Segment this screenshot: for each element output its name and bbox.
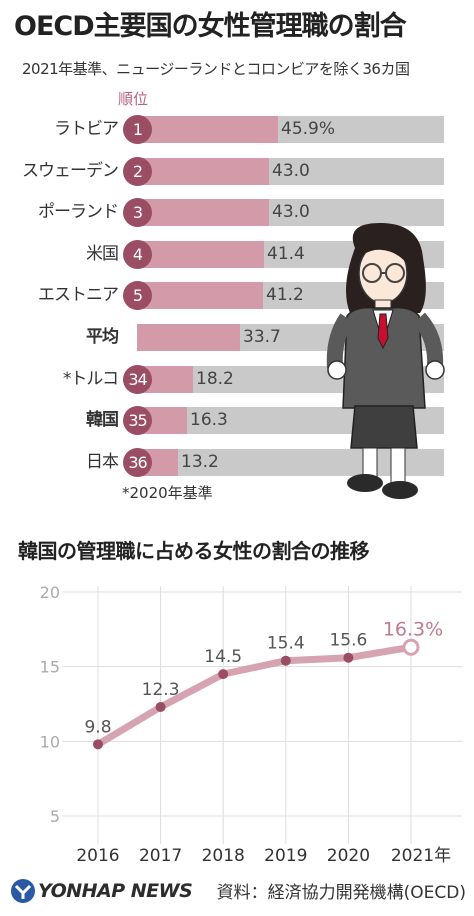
- y-tick-label: 20: [40, 583, 60, 602]
- bar-category-label: ポーランド: [38, 202, 119, 222]
- bar-value-label: 33.7: [243, 327, 281, 347]
- x-tick-label: 2018: [202, 846, 245, 866]
- rank-badge: 35: [123, 406, 152, 435]
- bar-category-label: スウェーデン: [22, 161, 119, 181]
- y-tick-label: 5: [50, 807, 60, 826]
- data-point: [280, 655, 291, 666]
- footnote: *2020年基準: [122, 484, 213, 502]
- bar-value-label: 13.2: [181, 452, 219, 472]
- bar-value-label: 45.9%: [281, 119, 336, 139]
- bar-value-label: 43.0: [272, 202, 310, 222]
- series-line: [94, 643, 415, 748]
- data-point: [218, 669, 229, 680]
- logo-text: YONHAP NEWS: [38, 880, 193, 902]
- line-chart-title: 韓国の管理職に占める女性の割合の推移: [18, 539, 370, 563]
- businesswoman-illustration: [326, 223, 445, 499]
- bar-value-label: 18.2: [196, 369, 234, 389]
- data-point: [93, 739, 103, 750]
- rank-badge: 36: [123, 448, 152, 477]
- rank-badge: 3: [123, 198, 152, 227]
- y-tick-label: 10: [40, 732, 60, 751]
- x-tick-label: 2019: [264, 846, 307, 866]
- line-chart: 5 10 15 20 2016 2017 2018 2019 2020 2021年 9.8 12.3 1…: [40, 583, 462, 866]
- bar-category-label: エストニア: [38, 285, 119, 305]
- bar-row: ポーランド 3 43.0: [0, 197, 474, 227]
- bar: [137, 282, 263, 309]
- source-text: 資料：経済協力開発機構(OECD): [216, 883, 466, 903]
- bar-value-label: 41.4: [267, 244, 305, 264]
- bar-category-label: 日本: [86, 452, 119, 472]
- subtitle: 2021年基準、ニュージーランドとコロンビアを除く36カ国: [22, 60, 410, 78]
- rank-badge: 2: [123, 157, 152, 186]
- rank-badge: 5: [123, 281, 152, 310]
- bar-row: 平均 33.7: [0, 322, 474, 352]
- bar: [137, 241, 264, 268]
- bar-row: ラトビア 1 45.9%: [0, 114, 474, 144]
- bar-value-label: 43.0: [272, 161, 310, 181]
- data-label: 14.5: [204, 647, 242, 667]
- page-title: OECD主要国の女性管理職の割合: [14, 11, 407, 42]
- bar-value-label: 16.3: [190, 410, 228, 430]
- bar-row: スウェーデン 2 43.0: [0, 156, 474, 186]
- data-point: [155, 701, 166, 712]
- bar-category-label: 韓国: [86, 410, 119, 430]
- yonhap-logo-icon: [11, 879, 35, 903]
- bar: [137, 199, 269, 226]
- x-tick-label: 2016: [76, 846, 119, 866]
- data-label: 16.3%: [383, 618, 443, 640]
- rank-badge: 34: [123, 365, 152, 394]
- data-label: 15.4: [267, 634, 305, 654]
- x-tick-label: 2021年: [391, 846, 451, 866]
- bar-category-label: ラトビア: [54, 119, 119, 139]
- bar: [137, 324, 240, 351]
- data-point: [402, 638, 420, 656]
- bar-value-label: 41.2: [266, 285, 304, 305]
- rank-badge: 1: [123, 115, 152, 144]
- bar-category-label: *トルコ: [62, 369, 119, 389]
- data-label: 15.6: [329, 631, 367, 651]
- y-tick-label: 15: [40, 658, 60, 677]
- bar: [137, 116, 278, 143]
- rank-header: 順位: [118, 90, 149, 108]
- x-tick-label: 2020: [327, 846, 370, 866]
- bar: [137, 158, 269, 185]
- bar-category-label: 平均: [86, 327, 119, 347]
- footer: YONHAP NEWS 資料：経済協力開発機構(OECD): [0, 868, 474, 916]
- bar-category-label: 米国: [86, 244, 119, 264]
- data-label: 12.3: [142, 680, 180, 700]
- rank-badge: 4: [123, 240, 152, 269]
- x-tick-label: 2017: [139, 846, 182, 866]
- data-label: 9.8: [84, 717, 111, 737]
- data-point: [343, 652, 354, 663]
